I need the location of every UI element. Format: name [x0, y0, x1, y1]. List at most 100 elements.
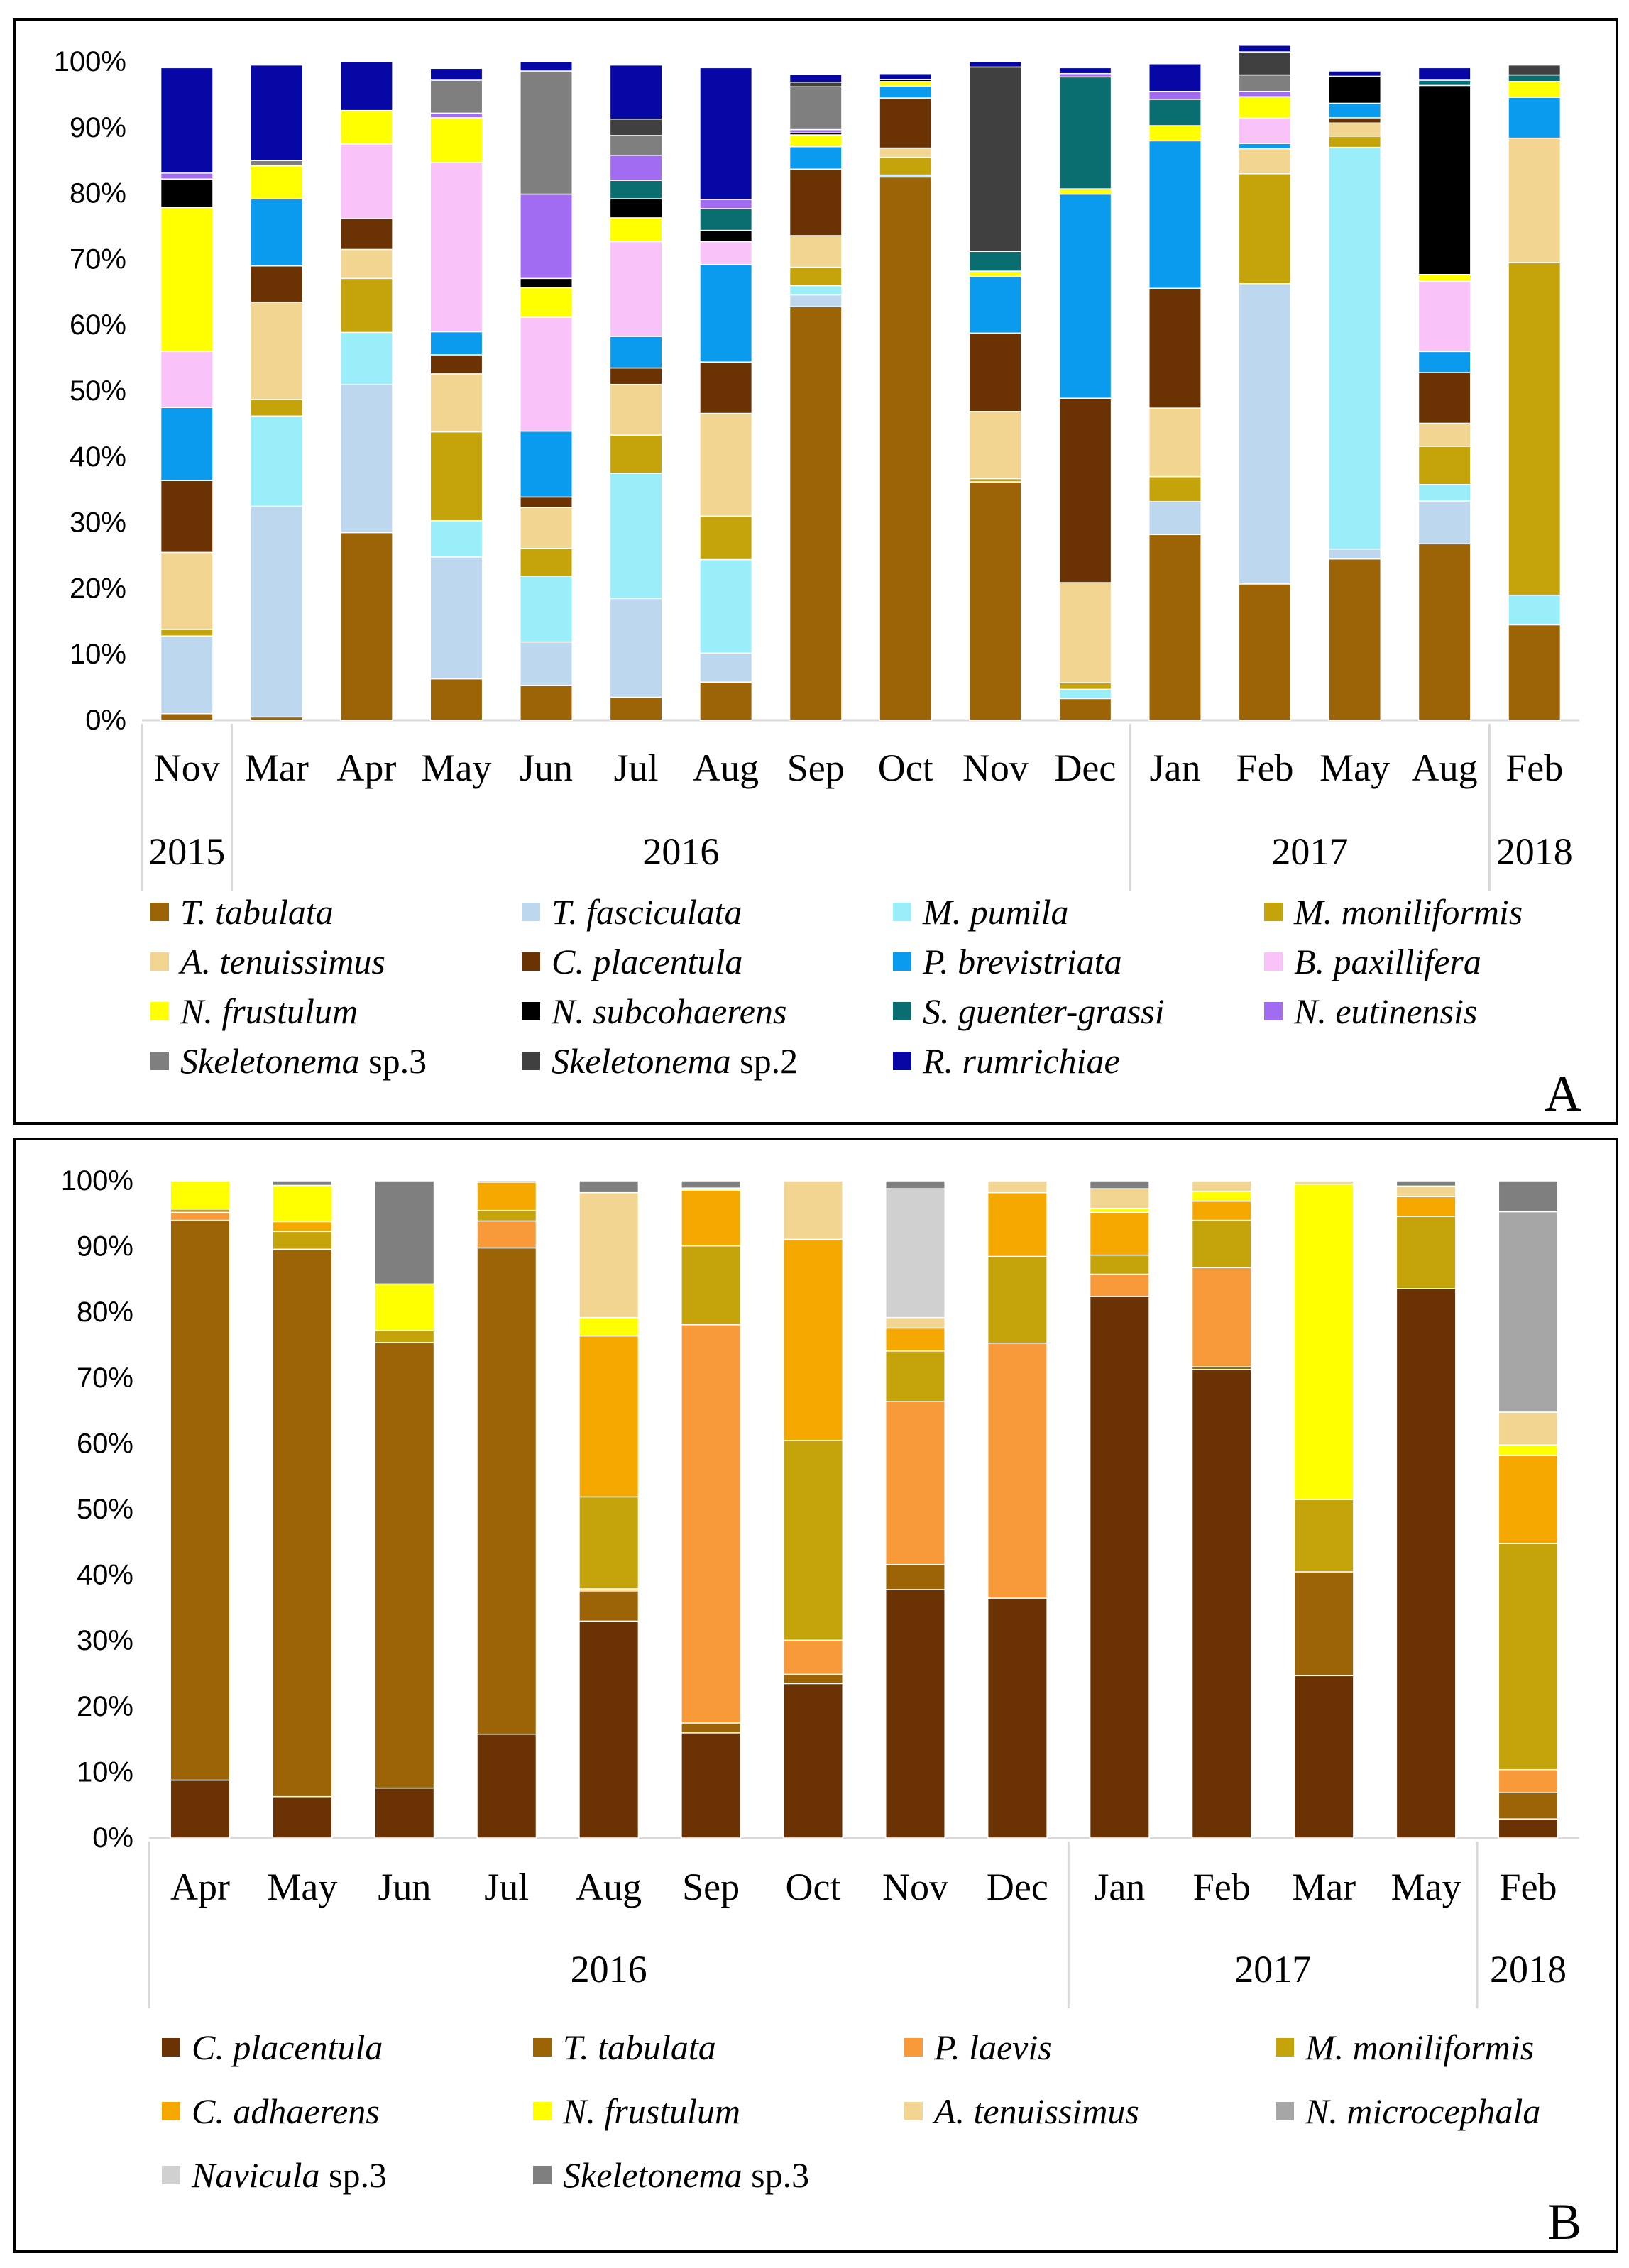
- bar-segment: [520, 507, 573, 549]
- bar-segment: [1328, 75, 1382, 104]
- legend-swatch: [150, 1052, 169, 1070]
- bar-segment: [968, 61, 1022, 68]
- year-group-label: 2018: [1496, 830, 1573, 873]
- bar-segment: [1508, 81, 1562, 98]
- bar-segment: [609, 598, 663, 698]
- bar-segment: [476, 1733, 537, 1839]
- legend-label: C. placentula: [552, 942, 742, 981]
- legend-entry: S. guenter-grassi: [893, 991, 1165, 1031]
- legend-entry: N. frustulum: [150, 991, 358, 1031]
- bar-segment: [609, 198, 663, 219]
- bar-segment: [1508, 97, 1562, 139]
- bar-segment: [250, 301, 304, 400]
- legend-entry: Skeletonema sp.3: [533, 2155, 809, 2195]
- legend-swatch: [893, 903, 911, 921]
- bar-segment: [429, 520, 483, 558]
- legend-swatch: [1276, 2038, 1294, 2057]
- bar-segment: [681, 1324, 742, 1724]
- bar-segment: [1417, 79, 1471, 87]
- bar-segment: [160, 551, 214, 630]
- bar-segment: [1498, 1543, 1559, 1771]
- x-tick-label: Jul: [614, 747, 659, 789]
- bar-segment: [699, 229, 753, 243]
- bar-segment: [1191, 1191, 1252, 1202]
- bar-segment: [578, 1590, 640, 1622]
- bar-segment: [1238, 173, 1292, 285]
- bar-segment: [1498, 1768, 1559, 1793]
- bar-segment: [250, 505, 304, 718]
- bar-segment: [476, 1209, 537, 1222]
- legend-entry: C. placentula: [522, 942, 742, 981]
- bar-segment: [1089, 1188, 1150, 1209]
- bar-segment: [1148, 91, 1202, 100]
- bar-segment: [520, 430, 573, 498]
- bar-segment: [783, 1683, 844, 1839]
- bar-segment: [699, 199, 753, 209]
- bar-segment: [1417, 372, 1471, 424]
- bar-segment: [250, 160, 304, 167]
- bar-segment: [250, 64, 304, 161]
- legend-label: C. adhaerens: [192, 2091, 380, 2131]
- legend-entry: M. pumila: [893, 892, 1069, 932]
- bar-segment: [884, 1188, 945, 1319]
- bar-segment: [339, 109, 393, 145]
- bar-segment: [1191, 1219, 1252, 1268]
- bar-segment: [1148, 407, 1202, 478]
- bar-segment: [609, 155, 663, 181]
- bar-segment: [789, 145, 843, 170]
- bar-segment: [160, 407, 214, 481]
- bar-segment: [1508, 137, 1562, 263]
- legend-label: T. tabulata: [180, 892, 334, 932]
- bar-segment: [609, 434, 663, 474]
- legend-entry: T. fasciculata: [522, 892, 742, 932]
- y-tick-label: 20%: [70, 573, 126, 604]
- bar-segment: [879, 72, 933, 80]
- x-tick-label: Nov: [154, 747, 220, 789]
- bar-segment: [884, 1401, 945, 1565]
- bar-segment: [609, 473, 663, 600]
- bar-segment: [250, 415, 304, 507]
- bar-segment: [968, 332, 1022, 412]
- bar-segment: [699, 558, 753, 654]
- bar-segment: [783, 1180, 844, 1240]
- legend-label: T. tabulata: [563, 2027, 716, 2067]
- bar-segment: [1328, 122, 1382, 137]
- legend-entry: N. microcephala: [1276, 2091, 1540, 2131]
- y-tick-label: 0%: [85, 705, 126, 736]
- bar-segment: [681, 1722, 742, 1734]
- year-group-label: 2016: [642, 830, 719, 873]
- bar-segment: [1238, 96, 1292, 119]
- y-tick-label: 0%: [92, 1822, 133, 1854]
- legend-swatch: [150, 903, 169, 921]
- bar-segment: [1328, 136, 1382, 148]
- y-tick-label: 60%: [77, 1428, 133, 1459]
- x-tick-label: Sep: [787, 747, 845, 789]
- bar-segment: [1238, 74, 1292, 92]
- bar-segment: [272, 1221, 333, 1233]
- bar-segment: [609, 383, 663, 436]
- legend-swatch: [533, 2102, 552, 2120]
- y-tick-label: 90%: [77, 1231, 133, 1262]
- bar-segment: [160, 480, 214, 554]
- bar-segment: [520, 277, 573, 289]
- bar-segment: [968, 251, 1022, 272]
- legend-label: N. microcephala: [1305, 2091, 1540, 2131]
- bar-segment: [374, 1342, 435, 1789]
- bar-segment: [1238, 282, 1292, 585]
- x-tick-label: Apr: [336, 747, 396, 789]
- legend-entry: B. paxillifera: [1264, 942, 1481, 981]
- legend-entry: M. moniliformis: [1276, 2027, 1534, 2067]
- legend-swatch: [1264, 1002, 1283, 1020]
- legend-label: Skeletonema sp.2: [552, 1041, 798, 1081]
- bar-segment: [1498, 1818, 1559, 1839]
- bar-segment: [1148, 63, 1202, 92]
- bar-segment: [160, 712, 214, 721]
- bar-segment: [339, 143, 393, 219]
- bar-segment: [1328, 548, 1382, 560]
- bar-segment: [879, 85, 933, 99]
- bar-segment: [968, 270, 1022, 277]
- bar-segment: [884, 1589, 945, 1839]
- bar-segment: [699, 241, 753, 265]
- bar-segment: [160, 67, 214, 174]
